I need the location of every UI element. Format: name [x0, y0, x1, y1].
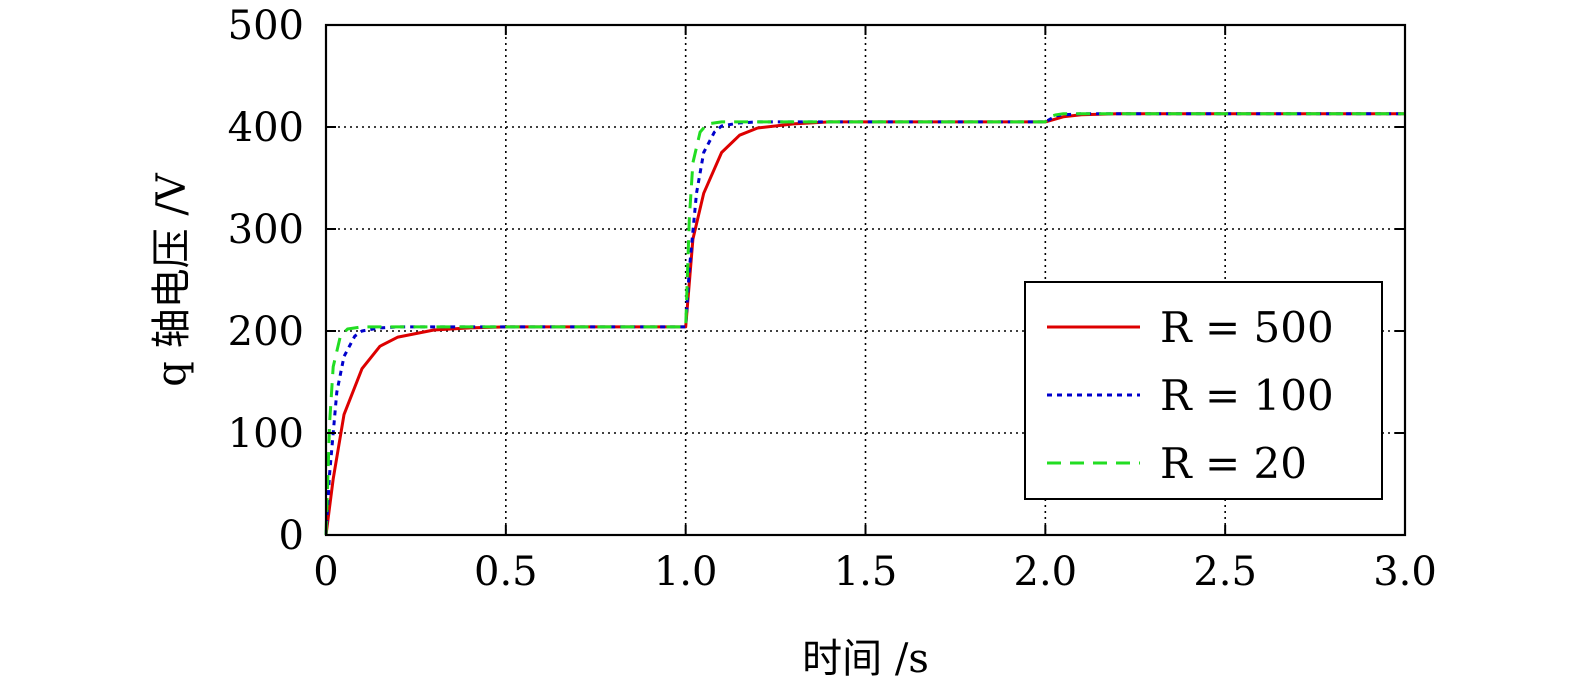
x-axis-label: 时间 /s [802, 636, 929, 682]
axis-ticks: 0 0.5 1.0 1.5 2.0 2.5 3.0 0 100 200 300 400 500 [228, 3, 1437, 595]
x-tick-label: 0 [313, 549, 338, 595]
x-tick-label: 2.0 [1014, 549, 1078, 595]
legend-label-2: R = 20 [1160, 439, 1307, 488]
x-tick-label: 0.5 [474, 549, 538, 595]
plot-series [324, 112, 1405, 536]
legend-label-1: R = 100 [1160, 371, 1334, 420]
series-line-2 [324, 112, 1405, 536]
legend: R = 500 R = 100 R = 20 [1024, 281, 1383, 500]
x-tick-label: 2.5 [1193, 549, 1257, 595]
legend-label-0: R = 500 [1160, 303, 1334, 352]
x-tick-label: 3.0 [1373, 549, 1437, 595]
y-tick-label: 100 [228, 411, 304, 457]
grid-lines [326, 25, 1405, 535]
y-tick-label: 200 [228, 309, 304, 355]
x-tick-label: 1.5 [834, 549, 898, 595]
legend-box [1024, 281, 1383, 500]
y-tick-label: 300 [228, 207, 304, 253]
y-tick-label: 500 [228, 3, 304, 49]
x-tick-label: 1.0 [654, 549, 718, 595]
y-tick-label: 400 [228, 105, 304, 151]
series-line-0 [324, 112, 1405, 536]
y-axis-label: q 轴电压 /V [149, 172, 195, 387]
y-tick-label: 0 [279, 513, 304, 559]
